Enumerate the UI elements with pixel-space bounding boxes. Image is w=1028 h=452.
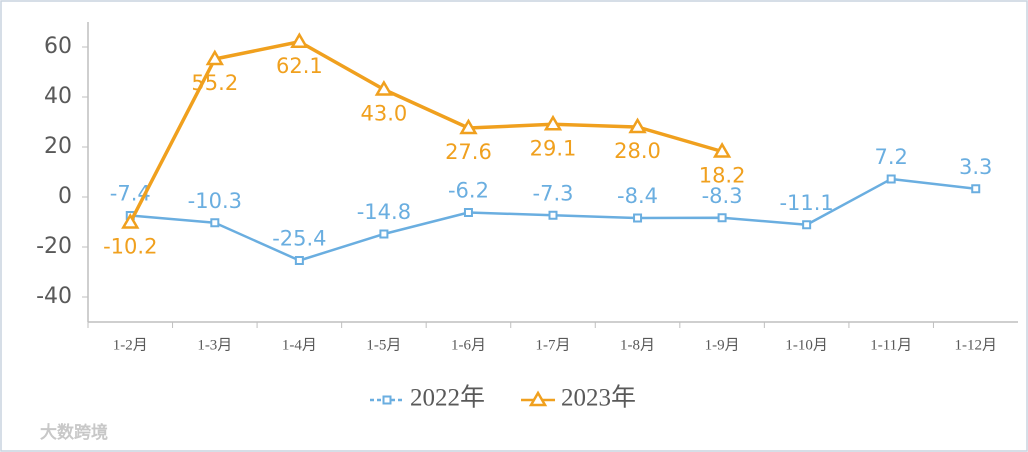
y-tick-label: 0 [58, 184, 72, 209]
data-label: -10.2 [103, 235, 157, 259]
data-label: -25.4 [272, 227, 326, 251]
data-label: -11.1 [779, 191, 833, 215]
marker [802, 220, 812, 230]
marker [548, 210, 558, 220]
marker [528, 390, 548, 407]
data-label: -7.3 [533, 181, 574, 205]
y-tick-label: 40 [44, 84, 72, 109]
y-tick-label: 20 [44, 134, 72, 159]
marker [886, 174, 896, 184]
marker [290, 32, 309, 48]
marker [374, 80, 394, 96]
x-tick-label: 1-9月 [705, 337, 740, 353]
data-label: 29.1 [530, 136, 577, 160]
data-label: 27.6 [445, 140, 492, 164]
data-label: -6.2 [448, 179, 489, 203]
data-label: 3.3 [959, 155, 992, 179]
marker [717, 213, 727, 223]
marker [205, 49, 224, 66]
data-label: -8.3 [702, 184, 743, 208]
marker [971, 184, 981, 194]
marker [633, 213, 643, 223]
x-tick-label: 1-3月 [197, 337, 232, 353]
x-tick-label: 1-6月 [451, 337, 486, 353]
y-tick-label: -40 [36, 284, 72, 309]
data-label: -8.4 [617, 184, 658, 208]
data-label: 55.2 [191, 71, 238, 95]
data-label: 18.2 [699, 164, 746, 188]
data-label: 43.0 [361, 102, 408, 126]
data-label: -10.3 [188, 189, 242, 213]
y-tick-label: -20 [36, 234, 72, 259]
data-label: -14.8 [357, 200, 411, 224]
x-tick-label: 1-2月 [113, 337, 148, 353]
marker [379, 229, 389, 239]
marker [210, 218, 220, 228]
marker [294, 256, 304, 265]
marker [628, 117, 647, 134]
marker [382, 395, 392, 405]
x-tick-label: 1-5月 [366, 337, 401, 353]
marker [712, 142, 732, 158]
data-label: 28.0 [614, 139, 661, 163]
marker [121, 213, 140, 229]
x-tick-label: 1-8月 [620, 337, 655, 353]
series-line [128, 40, 723, 224]
data-label: 7.2 [874, 145, 907, 169]
marker [459, 118, 478, 135]
x-tick-label: 1-11月 [870, 337, 912, 353]
data-label: 62.1 [276, 54, 323, 78]
x-tick-label: 1-10月 [785, 337, 828, 353]
legend-label: 2023年 [561, 384, 636, 412]
y-tick-label: 60 [44, 34, 72, 59]
watermark: 大数跨境 [40, 422, 108, 443]
x-tick-label: 1-7月 [536, 337, 571, 353]
marker [463, 208, 473, 217]
legend-label: 2022年 [410, 384, 485, 412]
marker [543, 114, 563, 131]
x-tick-label: 1-4月 [282, 337, 317, 353]
x-tick-label: 1-12月 [954, 337, 997, 353]
